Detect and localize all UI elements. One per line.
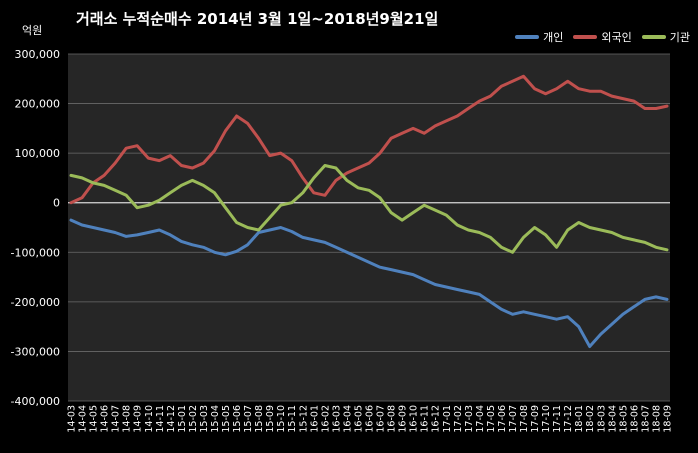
x-axis-ticks: 14-03 14-04 14-05 14-06 14-07 14-08 14-09 14-10… — [67, 405, 674, 433]
chart-title: 거래소 누적순매수 2014년 3월 1일~2018년9월21일 — [76, 10, 439, 28]
x-tick-label: 17-10 — [541, 405, 552, 433]
series-line-institution — [69, 164, 669, 254]
x-tick-label: 16-09 — [398, 405, 409, 433]
x-tick-label: 17-12 — [563, 405, 574, 433]
x-tick-label: 16-03 — [331, 405, 342, 433]
series-line-foreign — [69, 74, 669, 205]
x-tick-label: 16-04 — [342, 405, 353, 433]
x-tick-label: 14-09 — [133, 405, 144, 433]
x-tick-label: 15-06 — [232, 405, 243, 433]
gridlines — [68, 53, 670, 402]
legend-swatch-institution — [641, 35, 666, 39]
x-tick-label: 18-08 — [651, 405, 662, 433]
x-tick-label: 17-06 — [497, 405, 508, 433]
y-axis-unit-label: 억원 — [22, 24, 43, 37]
legend: 개인 외국인 기관 — [515, 29, 690, 45]
x-tick-label: 14-03 — [67, 405, 78, 433]
x-tick-label: 14-04 — [78, 405, 89, 433]
x-tick-label: 16-12 — [431, 405, 442, 433]
x-tick-label: 16-05 — [353, 405, 364, 433]
x-tick-label: 18-06 — [629, 405, 640, 433]
x-tick-label: 17-03 — [464, 405, 475, 433]
x-tick-label: 18-07 — [640, 405, 651, 433]
y-axis-ticks: 300,000 200,000 100,000 0 -100,000 -200,000 -3… — [11, 48, 60, 408]
x-tick-label: 16-01 — [309, 405, 320, 433]
x-tick-label: 17-01 — [442, 405, 453, 433]
x-tick-label: 14-12 — [166, 405, 177, 433]
x-tick-label: 18-04 — [607, 405, 618, 433]
x-tick-label: 15-09 — [265, 405, 276, 433]
x-tick-label: 16-10 — [409, 405, 420, 433]
x-tick-label: 15-02 — [188, 405, 199, 433]
x-tick-label: 18-03 — [596, 405, 607, 433]
y-tick-label: -300,000 — [11, 345, 60, 358]
x-tick-label: 15-12 — [298, 405, 309, 433]
x-tick-label: 17-11 — [552, 405, 563, 433]
x-tick-label: 17-08 — [519, 405, 530, 433]
y-tick-label: 100,000 — [15, 147, 61, 160]
x-tick-label: 15-07 — [243, 405, 254, 433]
y-tick-label: -100,000 — [11, 246, 60, 259]
legend-swatch-foreign — [573, 35, 598, 39]
x-tick-label: 16-06 — [365, 405, 376, 433]
x-tick-label: 14-08 — [122, 405, 133, 433]
y-tick-label: 300,000 — [15, 48, 61, 61]
legend-label-individual: 개인 — [543, 31, 564, 44]
x-tick-label: 17-05 — [486, 405, 497, 433]
y-tick-label: 0 — [53, 197, 60, 210]
x-tick-label: 14-07 — [111, 405, 122, 433]
x-tick-label: 18-05 — [618, 405, 629, 433]
legend-label-foreign: 외국인 — [601, 31, 632, 44]
legend-item-individual: 개인 — [515, 29, 563, 45]
x-tick-label: 15-11 — [287, 405, 298, 433]
x-tick-label: 14-11 — [155, 405, 166, 433]
x-tick-label: 18-09 — [663, 405, 674, 433]
x-tick-label: 14-05 — [89, 405, 100, 433]
x-tick-label: 18-01 — [574, 405, 585, 433]
x-tick-label: 15-10 — [276, 405, 287, 433]
x-tick-label: 16-11 — [420, 405, 431, 433]
x-tick-label: 15-03 — [199, 405, 210, 433]
plot-area — [68, 54, 670, 401]
x-tick-label: 16-08 — [387, 405, 398, 433]
x-tick-label: 15-05 — [221, 405, 232, 433]
x-tick-label: 15-08 — [254, 405, 265, 433]
series-line-individual — [69, 218, 669, 348]
y-tick-label: -400,000 — [11, 395, 60, 408]
x-tick-label: 16-07 — [376, 405, 387, 433]
x-tick-label: 17-07 — [508, 405, 519, 433]
y-tick-label: 200,000 — [15, 98, 61, 111]
x-tick-label: 15-01 — [177, 405, 188, 433]
x-tick-label: 17-09 — [530, 405, 541, 433]
x-tick-label: 16-02 — [320, 405, 331, 433]
legend-item-foreign: 외국인 — [573, 29, 632, 45]
x-tick-label: 18-02 — [585, 405, 596, 433]
x-tick-label: 14-06 — [100, 405, 111, 433]
x-tick-label: 15-04 — [210, 405, 221, 433]
x-tick-label: 17-02 — [453, 405, 464, 433]
legend-swatch-individual — [515, 35, 540, 39]
x-tick-label: 14-10 — [144, 405, 155, 433]
series-lines — [69, 74, 669, 348]
legend-item-institution: 기관 — [641, 29, 690, 45]
y-tick-label: -200,000 — [11, 296, 60, 309]
legend-label-institution: 기관 — [669, 31, 690, 44]
x-tick-label: 17-04 — [475, 405, 486, 433]
